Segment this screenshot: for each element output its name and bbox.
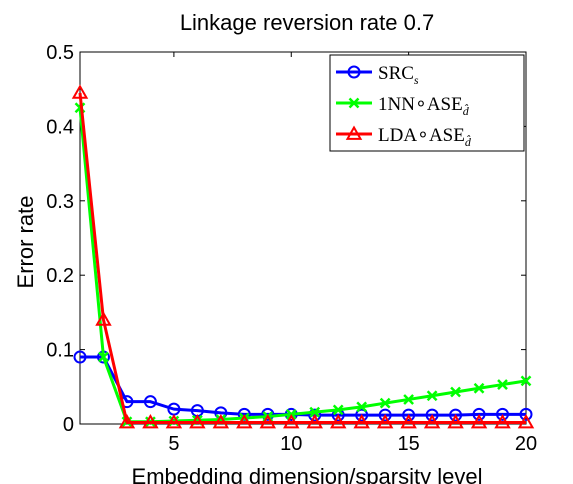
data-point-src (355, 408, 369, 422)
data-point-1nn-ase (379, 397, 391, 409)
data-point-src (519, 407, 533, 421)
data-point-src (449, 408, 463, 422)
legend-marker-1nn-ase (348, 97, 360, 109)
y-tick-label: 0.3 (46, 191, 74, 213)
data-point-lda-ase (142, 413, 159, 429)
data-point-src (308, 408, 322, 422)
data-point-lda-ase (353, 413, 370, 429)
data-point-lda-ase (118, 413, 136, 429)
data-point-src (425, 408, 439, 422)
data-point-lda-ase (470, 413, 488, 429)
data-point-1nn-ase (332, 404, 344, 416)
data-point-lda-ase (259, 413, 277, 429)
data-point-src (402, 408, 416, 422)
legend-marker-src (347, 65, 361, 79)
legend-subscript: s (414, 73, 419, 87)
legend-marker-lda-ase (345, 125, 363, 140)
data-point-1nn-ase (426, 390, 438, 402)
data-point-1nn-ase (98, 351, 109, 363)
data-point-src (261, 407, 275, 421)
data-point-1nn-ase (520, 375, 532, 387)
x-axis-label: Embedding dimension/sparsity level (132, 464, 483, 484)
y-tick-label: 0.2 (46, 265, 74, 287)
data-point-src (378, 408, 392, 422)
x-tick-label: 15 (398, 433, 420, 455)
y-tick-label: 0 (63, 414, 74, 436)
x-tick-label: 10 (280, 433, 302, 455)
data-point-lda-ase (71, 84, 89, 99)
series-line-1nn-ase (78, 107, 527, 424)
chart-title: Linkage reversion rate 0.7 (180, 10, 434, 35)
legend-label-src: SRCs (378, 63, 419, 87)
data-point-1nn-ase (356, 401, 368, 413)
data-point-1nn-ase (473, 382, 485, 394)
data-point-src (73, 350, 87, 364)
y-tick-label: 0.1 (46, 340, 74, 362)
x-tick-label: 5 (168, 433, 179, 455)
data-point-lda-ase (306, 413, 323, 429)
y-axis-label: Error rate (13, 196, 38, 289)
data-point-1nn-ase (450, 386, 461, 398)
plot-area: 5 10 15 20 0 0.1 0.2 0.3 0.4 0.5 SRCs 1NN∘ASEd̂ LDA∘… (46, 42, 537, 455)
data-point-1nn-ase (497, 379, 508, 390)
legend-label-1nn-ase: 1NN∘ASEd̂ (378, 94, 470, 118)
data-point-lda-ase (423, 413, 441, 429)
data-point-src (237, 407, 251, 421)
data-point-lda-ase (376, 413, 394, 429)
legend-subscript: d̂ (463, 104, 470, 118)
data-point-src (143, 395, 157, 409)
data-point-lda-ase (400, 413, 417, 429)
data-point-lda-ase (447, 413, 464, 429)
y-tick-label: 0.5 (46, 42, 74, 64)
data-point-1nn-ase (309, 406, 321, 418)
data-point-lda-ase (283, 413, 300, 429)
data-point-lda-ase (95, 311, 112, 326)
data-point-lda-ase (329, 413, 347, 429)
data-point-lda-ase (165, 413, 183, 429)
data-point-1nn-ase (403, 394, 415, 405)
x-tick-label: 20 (515, 433, 537, 455)
data-point-lda-ase (236, 413, 253, 429)
legend-label-lda-ase: LDA∘ASEd̂ (378, 125, 472, 149)
data-point-lda-ase (212, 413, 230, 429)
y-tick-label: 0.4 (46, 116, 74, 138)
legend-subscript: d̂ (465, 135, 472, 149)
data-point-lda-ase (494, 413, 511, 429)
data-point-src (472, 407, 486, 421)
data-point-src (496, 407, 510, 421)
data-point-lda-ase (517, 413, 535, 429)
data-point-lda-ase (189, 413, 206, 429)
